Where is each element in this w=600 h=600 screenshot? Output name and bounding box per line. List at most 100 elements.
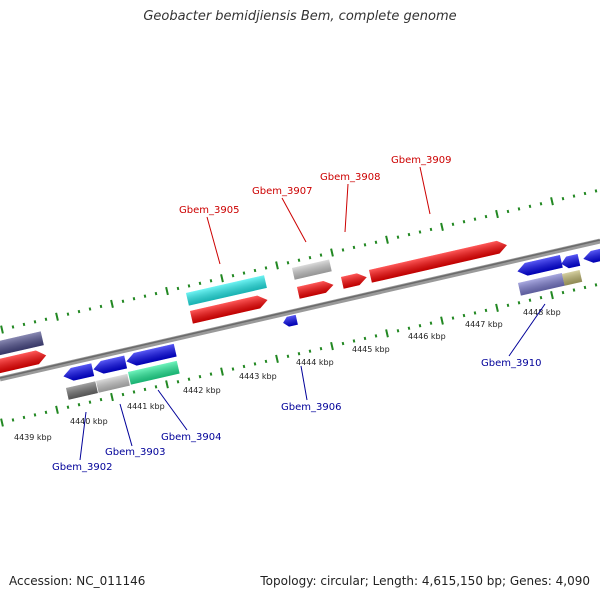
ruler-dot — [484, 308, 488, 313]
ruler-dot — [231, 273, 235, 278]
ruler-dot — [528, 204, 532, 209]
gene-label-gbem-3906: Gbem_3906 — [281, 402, 341, 413]
gene-box-3910-shade — [518, 272, 565, 296]
gene-arrow-3902b — [93, 355, 128, 374]
ruler-dot — [352, 245, 356, 250]
ruler-major-tick — [275, 261, 279, 270]
ruler-dot — [583, 285, 587, 290]
ruler-dot — [451, 222, 455, 226]
inner-ruler — [0, 283, 598, 427]
ruler-dot — [77, 309, 81, 314]
gene-label-gbem-3907: Gbem_3907 — [252, 186, 312, 197]
kbp-label: 4447 kbp — [465, 320, 503, 329]
gene-label-gbem-3907-leader — [281, 197, 307, 243]
genome-backbone — [0, 238, 600, 382]
ruler-major-tick — [110, 299, 114, 308]
gene-box-3905-shade — [186, 275, 267, 306]
ruler-dot — [154, 291, 158, 296]
ruler-dot — [198, 374, 202, 379]
ruler-major-tick — [440, 316, 444, 325]
ruler-major-tick — [550, 290, 554, 300]
diagram-title: Geobacter bemidjiensis Bem, complete gen… — [143, 9, 457, 24]
gene-arrow-3906-shade — [283, 314, 298, 327]
kbp-label: 4439 kbp — [14, 433, 52, 442]
ruler-dot — [66, 405, 70, 409]
gene-label-gbem-3902: Gbem_3902 — [52, 462, 112, 473]
ruler-dot — [429, 321, 433, 325]
ruler-dot — [143, 387, 147, 392]
gene-box-3905 — [186, 275, 267, 306]
gene-label-gbem-3904-leader — [157, 389, 188, 431]
ruler-dot — [44, 410, 48, 415]
ruler-dot — [363, 243, 367, 247]
ruler-major-tick — [110, 392, 114, 402]
gene-label-gbem-3904: Gbem_3904 — [161, 432, 221, 443]
gene-arrow-3907-shade — [297, 280, 334, 299]
ruler-dot — [11, 325, 15, 329]
gene-label-gbem-3902-leader — [79, 411, 87, 461]
ruler-dot — [374, 240, 378, 244]
gene-arrow-3901-shade — [63, 363, 95, 381]
ruler-dot — [88, 307, 92, 311]
gene-label-gbem-3906-leader — [300, 365, 308, 401]
gene-label-gbem-3910: Gbem_3910 — [481, 358, 541, 369]
ruler-dot — [22, 415, 26, 420]
gene-box-3902 — [66, 381, 98, 400]
ruler-dot — [187, 284, 191, 288]
ruler-dot — [143, 294, 147, 298]
gene-box-3904-shade — [128, 360, 180, 385]
gene-arrow-3903b-shade — [126, 343, 177, 366]
gene-arrow-3908-shade — [341, 273, 367, 289]
gene-label-gbem-3909-leader — [419, 166, 431, 215]
gene-arrow-3903b — [126, 343, 177, 366]
ruler-major-tick — [330, 248, 334, 257]
ruler-major-tick — [0, 418, 4, 427]
ruler-dot — [253, 362, 257, 366]
kbp-label: 4440 kbp — [70, 417, 108, 426]
ruler-dot — [176, 286, 180, 291]
ruler-dot — [594, 189, 598, 193]
ruler-major-tick — [550, 197, 554, 206]
gene-box-3904 — [128, 360, 180, 385]
gene-arrow-3905 — [190, 295, 268, 324]
ruler-dot — [363, 336, 367, 341]
ruler-dot — [319, 253, 323, 257]
ruler-major-tick — [0, 325, 4, 334]
gene-arrow-3910b — [561, 253, 581, 269]
ruler-dot — [132, 390, 136, 394]
ruler-dot — [517, 301, 521, 305]
ruler-dot — [341, 341, 345, 346]
gene-arrow-3908 — [341, 273, 367, 289]
backbone-highlight — [0, 239, 600, 379]
gene-arrow-3910b-shade — [561, 253, 581, 269]
accession-text: Accession: NC_011146 — [9, 574, 146, 588]
gene-box-3907-shade — [292, 259, 332, 280]
ruler-dot — [44, 317, 48, 321]
ruler-major-tick — [330, 341, 334, 351]
ruler-dot — [506, 209, 510, 214]
ruler-dot — [539, 295, 543, 300]
ruler-dot — [517, 207, 521, 211]
gene-box-left — [0, 331, 44, 357]
ruler-dot — [209, 372, 213, 376]
gene-label-gbem-3909: Gbem_3909 — [391, 155, 451, 166]
ruler-dot — [154, 385, 158, 389]
ruler-dot — [418, 324, 422, 328]
ruler-dot — [198, 281, 202, 286]
ruler-dot — [242, 271, 246, 275]
gene-arrow-right — [583, 246, 600, 263]
ruler-dot — [572, 288, 576, 292]
gene-box-3903 — [96, 373, 130, 393]
ruler-dot — [396, 235, 400, 239]
gene-arrow-3902b-shade — [93, 355, 128, 374]
gene-box-3902-shade — [66, 381, 98, 400]
gene-arrow-left — [0, 350, 47, 375]
ruler-dot — [407, 232, 411, 237]
ruler-dot — [121, 392, 125, 397]
ruler-dot — [583, 191, 587, 196]
ruler-dot — [407, 326, 411, 330]
ruler-dot — [484, 214, 488, 219]
ruler-dot — [242, 364, 246, 369]
gene-box-left-shade — [0, 331, 44, 357]
